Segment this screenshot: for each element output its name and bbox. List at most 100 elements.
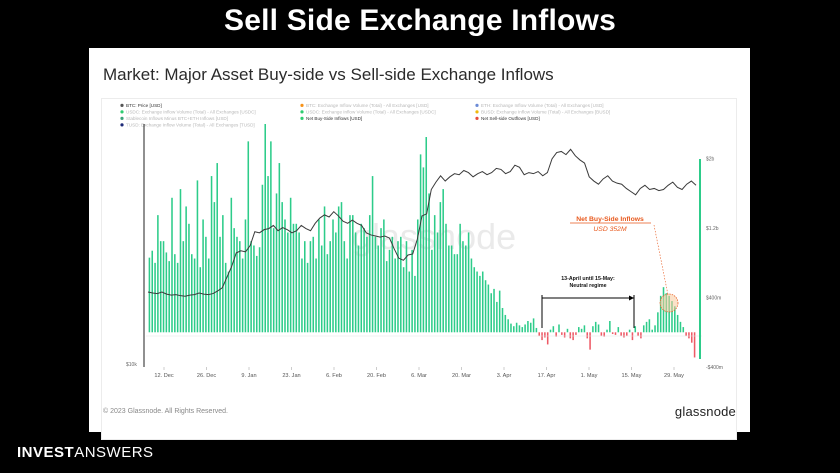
buy-side-bar <box>425 137 428 333</box>
buy-side-bar <box>592 326 594 333</box>
buy-side-bar <box>414 275 416 333</box>
buy-side-bar <box>450 245 453 333</box>
legend-marker <box>475 103 479 107</box>
buy-side-bar <box>411 249 413 333</box>
buy-side-bar <box>250 241 252 333</box>
buy-side-bar <box>648 319 651 333</box>
legend-label: Stablecoin Inflows Minus BTC+ETH Inflows… <box>126 116 228 121</box>
buy-side-bar <box>298 232 300 333</box>
x-tick-label: 20. Mar <box>452 373 471 379</box>
buy-side-bar <box>674 306 676 333</box>
sell-side-bar <box>575 332 577 335</box>
buy-side-bar <box>459 223 461 333</box>
buy-side-bar <box>668 295 670 333</box>
buy-side-bar <box>385 261 388 333</box>
brand-bold: INVEST <box>17 444 75 461</box>
buy-side-bar <box>287 232 289 333</box>
buy-side-bar <box>176 262 179 333</box>
buy-side-bar <box>281 202 283 333</box>
buy-side-bar <box>388 249 391 333</box>
x-tick-label: 29. May <box>664 373 684 379</box>
buy-side-bar <box>524 324 526 333</box>
x-tick-label: 3. Apr <box>497 373 512 379</box>
buy-side-bar <box>368 215 371 333</box>
sell-side-bar <box>600 332 603 336</box>
buy-side-bar <box>171 197 173 333</box>
buy-side-bar <box>188 223 190 333</box>
x-tick-label: 17. Apr <box>538 373 556 379</box>
buy-side-bar <box>456 254 459 333</box>
buy-side-bar <box>642 325 645 333</box>
buy-side-bar <box>515 322 518 333</box>
buy-side-bar <box>682 327 685 333</box>
chart-title: Market: Major Asset Buy-side vs Sell-sid… <box>103 65 554 84</box>
buy-side-bar <box>397 241 399 333</box>
buy-side-bar <box>617 327 620 333</box>
buy-side-bar <box>659 295 662 333</box>
sell-side-bar <box>561 332 563 335</box>
sell-side-bar <box>555 332 557 337</box>
right-y-tick-label: -$400m <box>706 365 723 371</box>
buy-side-bar <box>301 258 303 333</box>
sell-side-bar <box>620 332 622 336</box>
x-tick-label: 20. Feb <box>367 373 386 379</box>
x-tick-label: 12. Dec <box>154 373 173 379</box>
buy-side-bar <box>219 236 221 333</box>
buy-side-bar <box>275 193 278 333</box>
sell-side-bar <box>640 332 642 339</box>
buy-side-bar <box>467 232 470 333</box>
buy-side-bar <box>535 327 538 333</box>
x-tick-label: 9. Jan <box>241 373 256 379</box>
buy-side-bar <box>549 329 552 333</box>
bars-layer <box>148 124 696 358</box>
buy-side-bar <box>216 163 218 333</box>
buy-side-bar <box>476 271 478 333</box>
buy-side-bar <box>154 262 156 333</box>
buy-side-bar <box>258 247 261 333</box>
legend-label: ETH: Exchange Inflow Volume (Total) - Al… <box>481 103 604 108</box>
buy-side-bar <box>634 326 637 333</box>
sell-side-bar <box>603 332 605 337</box>
buy-side-bar <box>239 241 241 333</box>
buy-side-bar <box>309 241 312 333</box>
legend-label: BTC: Price [USD] <box>126 103 162 108</box>
chart-svg: BTC: Price [USD] BTC: Exchange Inflow Vol… <box>120 103 723 379</box>
left-axis-bottom-label: $10k <box>126 362 137 368</box>
buy-side-bar <box>671 301 673 333</box>
buy-side-bar <box>315 258 317 333</box>
investanswers-logo: INVESTANSWERS <box>17 444 154 461</box>
buy-side-bar <box>213 202 216 333</box>
legend-label: USDC: Exchange Inflow Volume (Total) - A… <box>126 110 256 115</box>
buy-side-bar <box>578 327 580 333</box>
buy-side-bar <box>583 325 586 333</box>
x-tick-label: 26. Dec <box>197 373 216 379</box>
buy-side-bar <box>253 245 255 333</box>
buy-side-bar <box>202 219 204 333</box>
buy-side-bar <box>148 257 151 333</box>
buy-side-bar <box>479 275 481 333</box>
buy-side-bar <box>448 245 450 333</box>
buy-side-bar <box>496 301 498 333</box>
buy-side-bar <box>501 307 504 333</box>
x-axis: 12. Dec 26. Dec 9. Jan 23. Jan 6. Feb 20. Feb… <box>154 367 684 379</box>
legend-marker <box>475 116 479 120</box>
buy-side-bar <box>484 280 487 333</box>
buy-side-bar <box>558 324 560 333</box>
buy-side-bar <box>473 267 476 333</box>
buy-side-bar <box>394 258 396 333</box>
buy-side-bar <box>205 236 207 333</box>
legend-label: Net Sell-side Outflows [USD] <box>481 116 540 121</box>
buy-side-bar <box>230 197 233 333</box>
buy-side-bar <box>436 232 439 333</box>
buy-side-bar <box>654 325 656 333</box>
buy-side-bar <box>402 267 405 333</box>
slide-title: Sell Side Exchange Inflows <box>224 4 616 37</box>
buy-side-bar <box>306 262 309 333</box>
buy-side-bar <box>521 327 524 333</box>
buy-side-bar <box>222 215 224 333</box>
buy-side-bar <box>374 236 377 333</box>
buy-side-bar <box>193 258 196 333</box>
legend-marker <box>300 110 304 114</box>
regime-label-line1: 13-April until 15-May: <box>561 276 615 282</box>
x-tick-label: 15. May <box>622 373 642 379</box>
